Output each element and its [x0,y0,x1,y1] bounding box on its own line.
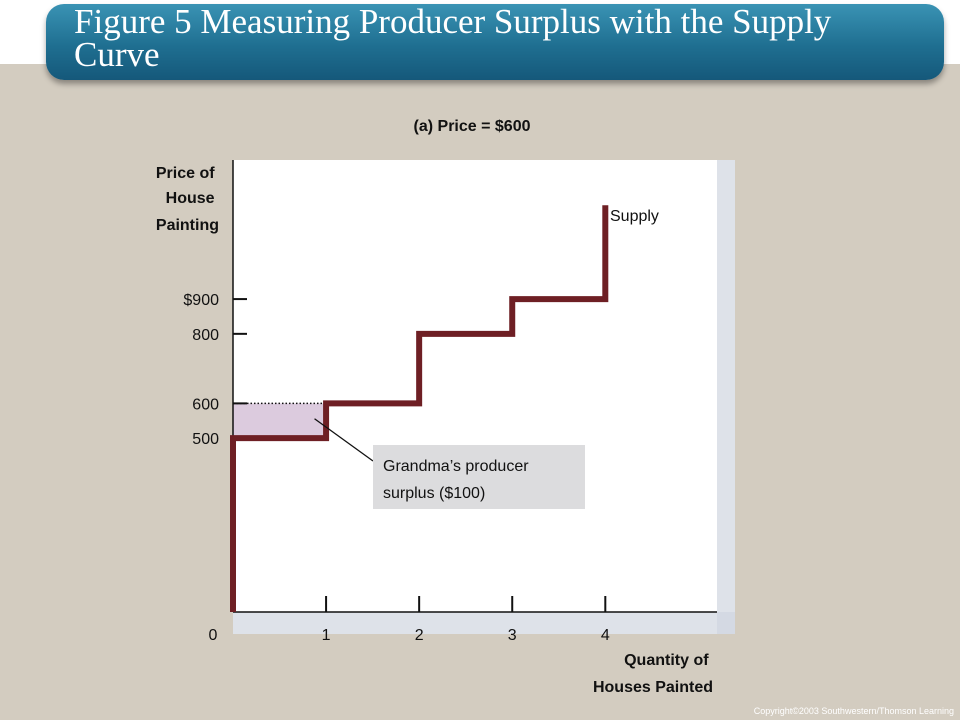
y-axis-label: Price of House Painting [156,165,219,234]
slide-title: Figure 5 Measuring Producer Surplus with… [74,2,832,74]
annotation-line-1: Grandma’s producer [383,458,529,475]
plot-panel [233,160,717,612]
y-axis-label-line-3: Painting [156,217,219,234]
plot-panel-edge [717,160,735,634]
y-tick-label-500: 500 [192,431,219,448]
y-tick-label-900: $900 [183,292,219,309]
annotation-leader-line [314,418,374,462]
annotation-box [373,445,585,509]
x-axis-label: Quantity of Houses Painted [593,652,713,696]
annotation-line-2: surplus ($100) [383,485,485,502]
chart-subtitle: (a) Price = $600 [414,118,531,135]
y-axis-label-line-2: House [166,190,215,207]
x-tick-label-1: 1 [322,627,331,644]
copyright-notice: Copyright©2003 Southwestern/Thomson Lear… [753,706,954,716]
y-tick-label-800: 800 [192,327,219,344]
series-layer [230,205,609,612]
plot-panel-bottom-edge [233,612,735,634]
annotation-text: Grandma’s producer surplus ($100) [383,458,533,502]
series-label-supply: Supply [610,208,659,225]
x-tick-label-3: 3 [508,627,517,644]
y-tick-label-600: 600 [192,396,219,413]
origin-label: 0 [209,627,218,644]
x-axis-label-line-1: Quantity of [624,652,709,669]
x-tick-label-4: 4 [601,627,610,644]
x-tick-label-2: 2 [415,627,424,644]
ticks-layer: $900 800 600 500 1 2 3 4 [183,292,609,644]
supply-curve-line [230,205,609,612]
surplus-layer [233,402,327,439]
y-axis-label-line-1: Price of [156,165,215,182]
title-banner [46,4,944,80]
x-axis-label-line-2: Houses Painted [593,679,713,696]
producer-surplus-area [233,403,327,439]
